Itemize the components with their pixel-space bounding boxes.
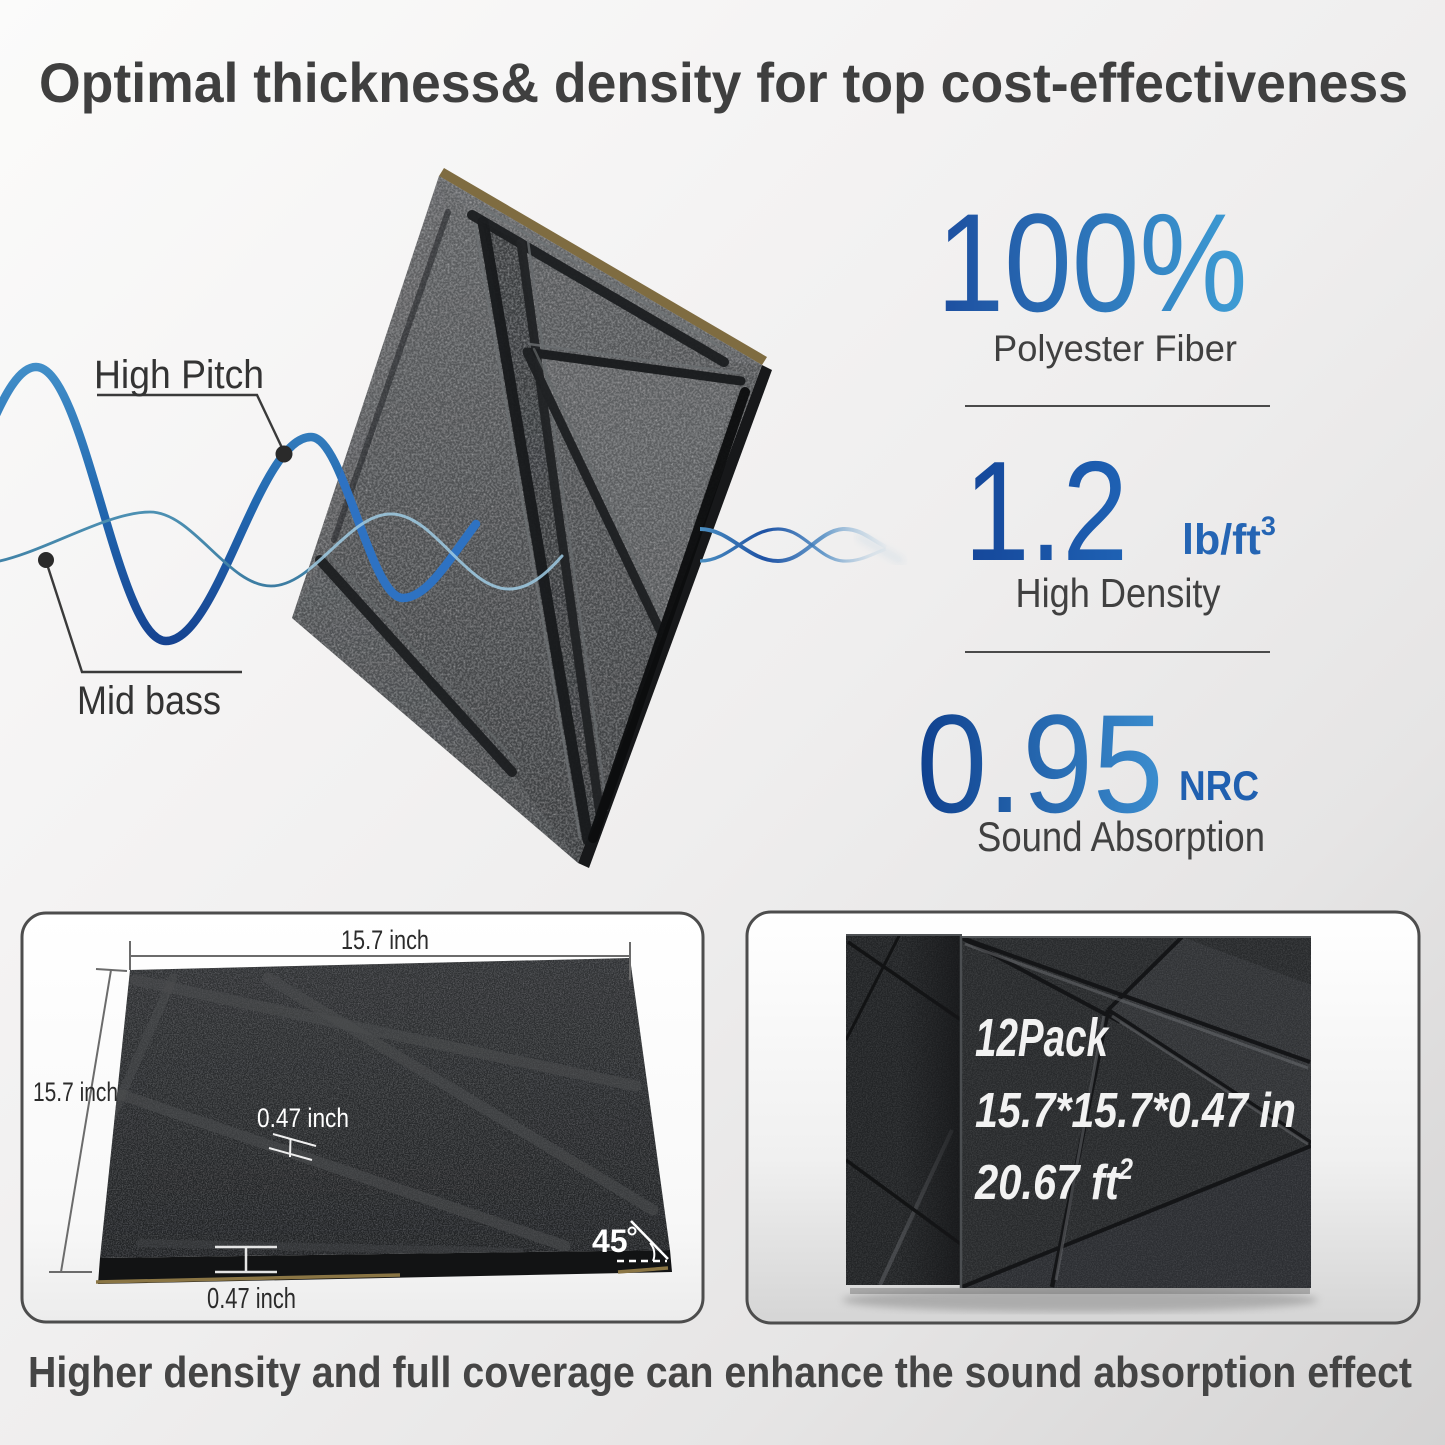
svg-text:15.7*15.7*0.47 in: 15.7*15.7*0.47 in [975, 1084, 1296, 1138]
svg-text:12Pack: 12Pack [975, 1008, 1110, 1068]
svg-text:Sound Absorption: Sound Absorption [977, 813, 1265, 860]
svg-text:lb/ft3: lb/ft3 [1182, 511, 1276, 564]
svg-text:NRC: NRC [1179, 762, 1259, 809]
svg-text:Polyester Fiber: Polyester Fiber [993, 328, 1237, 369]
svg-text:15.7 inch: 15.7 inch [33, 1077, 118, 1107]
svg-text:0.47 inch: 0.47 inch [257, 1103, 349, 1133]
svg-text:Optimal thickness& density for: Optimal thickness& density for top cost-… [39, 51, 1408, 114]
svg-text:0.47 inch: 0.47 inch [207, 1283, 296, 1315]
svg-text:100%: 100% [937, 184, 1248, 341]
svg-text:15.7 inch: 15.7 inch [341, 925, 429, 955]
svg-text:20.67 ft2: 20.67 ft2 [974, 1153, 1133, 1210]
svg-text:High Density: High Density [1016, 570, 1221, 616]
svg-text:0.95: 0.95 [917, 685, 1164, 842]
svg-text:1.2: 1.2 [964, 432, 1128, 591]
svg-text:Higher density and full covera: Higher density and full coverage can enh… [28, 1348, 1412, 1397]
svg-text:High Pitch: High Pitch [94, 353, 264, 397]
svg-text:45: 45 [592, 1223, 628, 1259]
svg-text:Mid bass: Mid bass [77, 679, 221, 723]
